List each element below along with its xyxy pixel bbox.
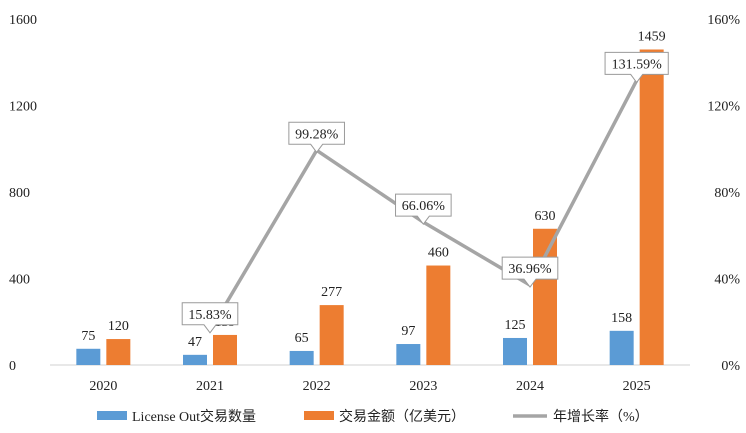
- legend-swatch: [304, 411, 334, 420]
- growth-label: 15.83%: [188, 308, 232, 323]
- y-right-tick-label: 160%: [707, 13, 740, 28]
- bar: [396, 344, 421, 365]
- legend-label: 交易金额（亿美元）: [339, 408, 465, 425]
- bar: [289, 350, 314, 365]
- bar-value-label: 125: [505, 318, 526, 333]
- growth-callout: [181, 302, 239, 334]
- growth-label: 131.59%: [612, 57, 663, 72]
- y-right-tick-label: 40%: [714, 273, 740, 288]
- bar: [503, 337, 527, 365]
- x-tick-label: 2025: [623, 379, 651, 394]
- bar: [213, 334, 237, 365]
- y-right-tick-label: 120%: [707, 100, 740, 115]
- data-labels: 75476597125158120139277460630145915.83%9…: [81, 29, 669, 350]
- bar-value-label: 65: [295, 331, 309, 346]
- growth-label: 66.06%: [402, 199, 446, 214]
- bar-value-label: 1459: [638, 29, 666, 44]
- growth-callout: [501, 256, 559, 288]
- bar: [609, 330, 634, 365]
- growth-callout: [288, 121, 345, 154]
- bar: [319, 305, 344, 365]
- bar: [106, 339, 131, 365]
- bar-value-label: 75: [81, 329, 95, 344]
- growth-label: 36.96%: [508, 262, 552, 277]
- bar: [533, 228, 557, 365]
- growth-label: 99.28%: [295, 127, 339, 142]
- x-tick-label: 2023: [409, 379, 437, 394]
- growth-callout: [395, 193, 452, 225]
- bar: [426, 265, 451, 365]
- growth-callout: [604, 51, 669, 84]
- y-right-tick-label: 0%: [721, 359, 740, 374]
- bar-value-label: 120: [108, 319, 129, 334]
- bar-value-label: 630: [535, 209, 556, 224]
- y-left-tick-label: 400: [9, 273, 30, 288]
- bar: [76, 348, 101, 365]
- axes: 0 400 800 1200 1600 0% 40% 80% 120% 160% 2020 2021 2…: [9, 13, 740, 394]
- x-tick-label: 2022: [303, 379, 331, 394]
- y-left-tick-label: 1200: [9, 100, 37, 115]
- bar: [183, 354, 207, 365]
- x-tick-label: 2020: [89, 379, 117, 394]
- bar: [639, 49, 664, 366]
- bars: [76, 49, 664, 366]
- y-left-tick-label: 800: [9, 186, 30, 201]
- bar-value-label: 158: [611, 311, 632, 326]
- y-left-tick-label: 0: [9, 359, 16, 374]
- legend: License Out交易数量 交易金额（亿美元） 年增长率（%）: [97, 408, 649, 425]
- legend-label: License Out交易数量: [132, 408, 256, 425]
- y-right-tick-label: 80%: [714, 186, 740, 201]
- x-tick-label: 2024: [516, 379, 544, 394]
- bar-value-label: 47: [188, 335, 202, 350]
- bar-value-label: 277: [321, 285, 342, 300]
- legend-swatch: [97, 411, 127, 420]
- bar-value-label: 460: [428, 246, 449, 261]
- bar-value-label: 97: [401, 324, 415, 339]
- legend-label: 年增长率（%）: [553, 408, 649, 425]
- y-left-tick-label: 1600: [9, 13, 37, 28]
- x-tick-label: 2021: [196, 379, 224, 394]
